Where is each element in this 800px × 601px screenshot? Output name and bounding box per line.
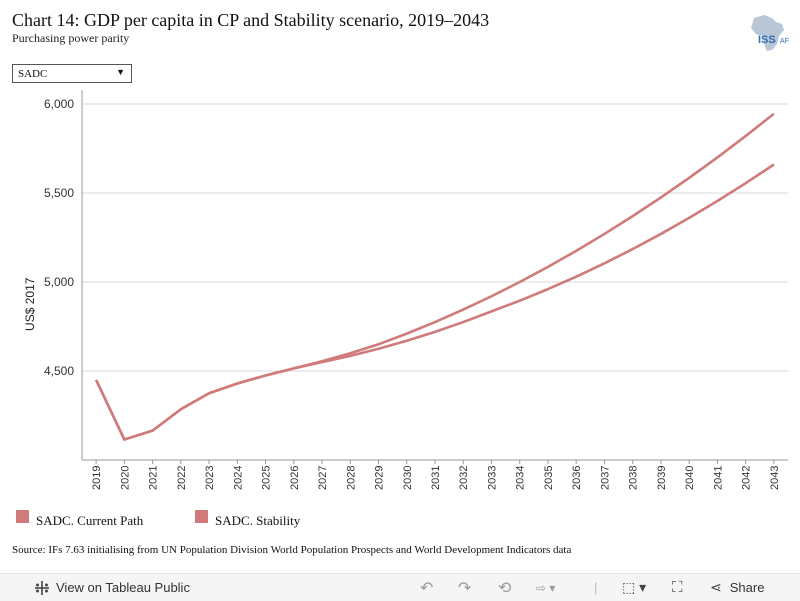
x-tick-label: 2043 xyxy=(769,466,781,490)
share-icon: ⋖ xyxy=(710,579,722,595)
x-tick-label: 2019 xyxy=(91,466,103,490)
x-tick-label: 2041 xyxy=(712,466,724,490)
legend-label: SADC. Stability xyxy=(215,513,301,528)
legend-swatch xyxy=(195,510,208,523)
refresh-icon[interactable]: ⇨ ▾ xyxy=(536,580,556,595)
x-tick-label: 2034 xyxy=(515,466,527,490)
fullscreen-icon[interactable]: ⛶ xyxy=(672,579,683,596)
revert-icon[interactable]: ⟲ xyxy=(498,579,512,597)
x-tick-label: 2026 xyxy=(289,466,301,490)
x-tick-label: 2030 xyxy=(402,466,414,490)
view-on-tableau-label: View on Tableau Public xyxy=(56,580,190,595)
chart-title: Chart 14: GDP per capita in CP and Stabi… xyxy=(12,10,490,30)
download-icon[interactable]: ⬚ ▾ xyxy=(622,579,647,595)
tableau-toolbar: View on Tableau Public ↶ ↷ ⟲ ⇨ ▾ | ⬚ ▾ ⛶… xyxy=(0,573,800,601)
chevron-down-icon: ▼ xyxy=(116,67,125,77)
y-axis-label: US$ 2017 xyxy=(23,277,37,331)
iss-africa-logo: ISS AF xyxy=(751,15,789,51)
source-note: Source: IFs 7.63 initialising from UN Po… xyxy=(12,544,572,556)
logo-text: ISS xyxy=(758,34,776,46)
y-tick-label: 6,000 xyxy=(44,97,74,111)
x-tick-label: 2028 xyxy=(345,466,357,490)
x-tick-label: 2038 xyxy=(628,466,640,490)
x-tick-label: 2031 xyxy=(430,466,442,490)
undo-icon[interactable]: ↶ xyxy=(420,579,434,597)
x-tick-label: 2029 xyxy=(374,466,386,490)
x-tick-label: 2024 xyxy=(232,466,244,490)
x-tick-label: 2035 xyxy=(543,466,555,490)
chart-subtitle: Purchasing power parity xyxy=(12,31,130,45)
region-filter-dropdown[interactable]: SADC ▼ xyxy=(12,64,132,83)
logo-suffix: AF xyxy=(780,38,789,45)
x-tick-label: 2032 xyxy=(458,466,470,490)
x-tick-label: 2036 xyxy=(571,466,583,490)
x-tick-label: 2042 xyxy=(741,466,753,490)
y-tick-label: 4,500 xyxy=(44,364,74,378)
legend-label: SADC. Current Path xyxy=(36,513,144,528)
x-tick-label: 2021 xyxy=(148,466,160,490)
x-tick-label: 2039 xyxy=(656,466,668,490)
x-tick-label: 2033 xyxy=(486,466,498,490)
x-axis-ticks: 2019 2020 2021 2022 2023 2024 2025 2026 2027 2028… xyxy=(91,460,781,490)
series-line-1 xyxy=(94,112,775,441)
y-axis-ticks: 4,500 5,000 5,500 6,000 xyxy=(44,97,74,378)
gridlines xyxy=(82,103,788,372)
x-tick-label: 2037 xyxy=(599,466,611,490)
region-filter-value: SADC xyxy=(18,68,48,80)
x-tick-label: 2040 xyxy=(684,466,696,490)
series-lines xyxy=(94,112,775,441)
redo-icon[interactable]: ↷ xyxy=(458,579,472,597)
view-on-tableau-link[interactable]: View on Tableau Public xyxy=(34,574,190,601)
share-label: Share xyxy=(729,580,765,595)
share-button[interactable]: ⋖ Share xyxy=(710,574,764,601)
x-tick-label: 2023 xyxy=(204,466,216,490)
x-tick-label: 2027 xyxy=(317,466,329,490)
tableau-icon xyxy=(35,580,49,595)
y-tick-label: 5,500 xyxy=(44,186,74,200)
legend-swatch xyxy=(16,510,29,523)
y-tick-label: 5,000 xyxy=(44,275,74,289)
x-tick-label: 2020 xyxy=(119,466,131,490)
toolbar-divider: | xyxy=(594,580,598,595)
x-tick-label: 2025 xyxy=(261,466,273,490)
x-tick-label: 2022 xyxy=(176,466,188,490)
